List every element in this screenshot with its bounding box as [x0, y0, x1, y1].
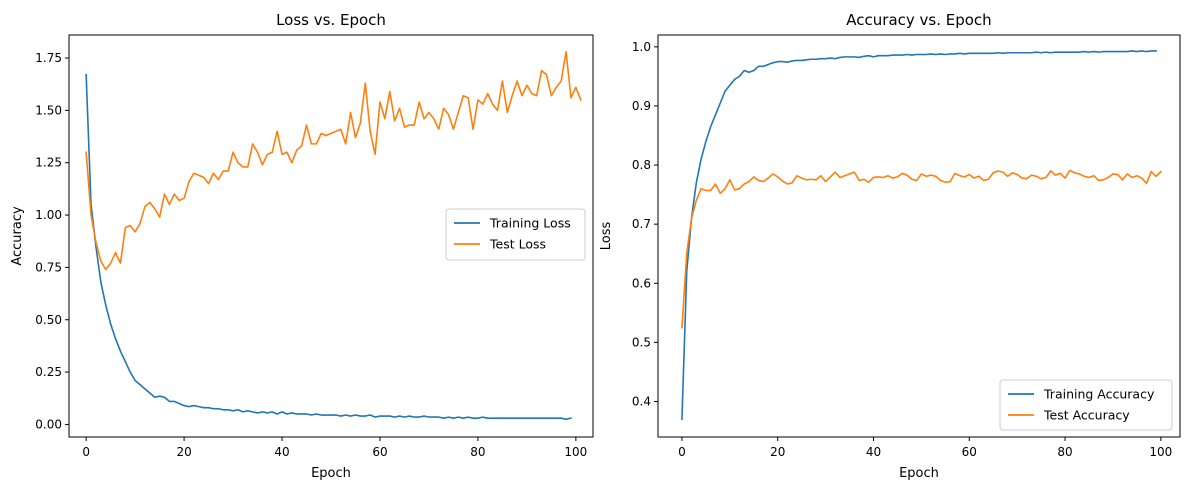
- accuracy-x-tick-label: 100: [1149, 445, 1172, 459]
- loss-legend-label: Training Loss: [489, 216, 571, 231]
- accuracy-chart-panel: 0 20 40 60 80 100 0.4 0.5 0.6 0.7 0.8 0.9 1.0 Accurac…: [599, 11, 1181, 481]
- loss-x-tick-label: 40: [274, 445, 289, 459]
- loss-legend: Training Loss Test Loss: [445, 208, 586, 261]
- loss-y-tick-label: 0.75: [35, 260, 62, 274]
- accuracy-series-line-training-accuracy: [681, 50, 1157, 421]
- accuracy-legend-label: Training Accuracy: [1043, 387, 1155, 402]
- accuracy-y-tick-label: 1.0: [632, 40, 651, 54]
- accuracy-x-tick-label: 20: [770, 445, 785, 459]
- loss-y-tick-label: 0.25: [35, 365, 62, 379]
- accuracy-y-tick-label: 0.9: [632, 99, 651, 113]
- loss-series-line-training-loss: [85, 73, 572, 421]
- loss-x-tick-label: 80: [470, 445, 485, 459]
- accuracy-x-tick-label: 80: [1057, 445, 1072, 459]
- accuracy-y-tick-label: 0.6: [632, 276, 651, 290]
- accuracy-y-tick-label: 0.5: [632, 335, 651, 349]
- loss-x-tick-label: 100: [564, 445, 587, 459]
- accuracy-legend-label: Test Accuracy: [1043, 408, 1130, 423]
- loss-legend-box: [445, 208, 586, 261]
- loss-y-axis-label: Accuracy: [10, 206, 25, 266]
- loss-axes-frame: [68, 34, 594, 438]
- loss-chart-title: Loss vs. Epoch: [276, 11, 386, 29]
- loss-y-tick-label: 0.50: [35, 313, 62, 327]
- loss-y-tick-label: 1.25: [35, 156, 62, 170]
- accuracy-chart-title: Accuracy vs. Epoch: [846, 11, 991, 29]
- accuracy-y-axis-label: Loss: [599, 222, 614, 251]
- accuracy-y-tick-label: 0.4: [632, 395, 651, 409]
- loss-y-tick-label: 1.50: [35, 103, 62, 117]
- loss-x-tick-label: 20: [176, 445, 191, 459]
- accuracy-x-tick-label: 40: [866, 445, 881, 459]
- accuracy-y-tick-label: 0.8: [632, 158, 651, 172]
- accuracy-x-tick-label: 60: [962, 445, 977, 459]
- loss-series-line-test-loss: [85, 50, 582, 271]
- accuracy-y-tick-label: 0.7: [632, 217, 651, 231]
- accuracy-x-axis-label: Epoch: [899, 466, 939, 481]
- accuracy-x-tick-label: 0: [678, 445, 686, 459]
- loss-x-tick-label: 60: [372, 445, 387, 459]
- loss-x-axis-label: Epoch: [311, 466, 351, 481]
- accuracy-axes-frame: [657, 34, 1181, 438]
- accuracy-series-line-test-accuracy: [681, 169, 1162, 329]
- accuracy-legend: Training Accuracy Test Accuracy: [999, 379, 1173, 431]
- loss-x-tick-label: 0: [82, 445, 90, 459]
- loss-legend-label: Test Loss: [489, 237, 546, 252]
- loss-y-tick-label: 1.00: [35, 208, 62, 222]
- accuracy-legend-box: [999, 379, 1173, 431]
- loss-chart-panel: 0 20 40 60 80 100 0.00 0.25 0.50 0.75 1.00 1.25 1.50…: [10, 11, 594, 481]
- loss-y-tick-label: 1.75: [35, 51, 62, 65]
- loss-y-tick-label: 0.00: [35, 417, 62, 431]
